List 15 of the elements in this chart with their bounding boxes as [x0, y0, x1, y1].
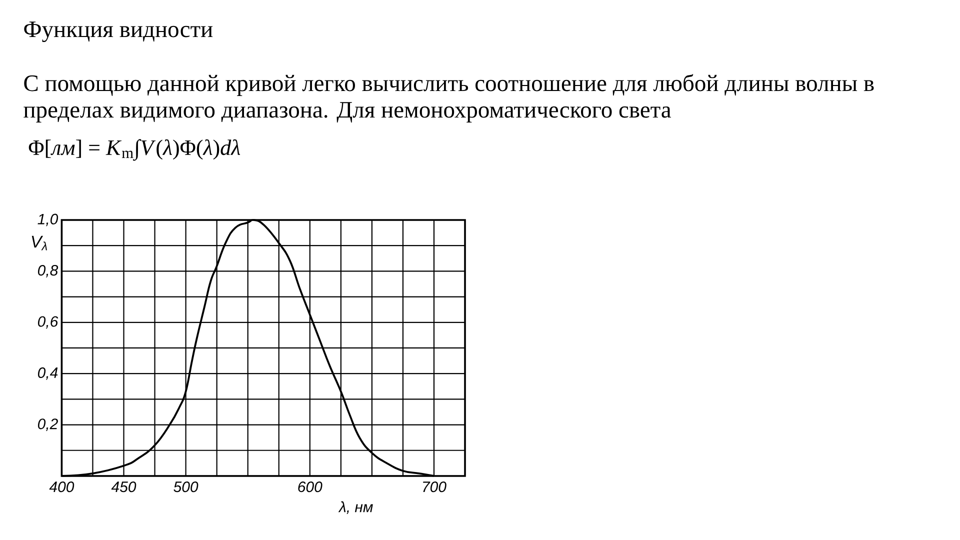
x-tick-label: 600 [298, 482, 322, 492]
x-tick-label: 500 [174, 482, 198, 492]
x-axis-title: λ, нм [338, 501, 373, 514]
chart-subtitle: С помощью данной кривой легко вычислить соотношение для любой длины волны в пределах видимого диапазона. Для немонохроматического света [24, 74, 874, 122]
y-tick-label: 0,8 [38, 264, 58, 278]
y-tick-label: 0,4 [38, 367, 58, 380]
text: Φ[лм] = K$_{m}$∫V(λ)Φ(λ)dλ [28, 139, 240, 161]
y-tick-label: 0,2 [38, 418, 58, 431]
y-tick-label: 0,6 [38, 316, 58, 329]
chart-title: Функция видности [24, 22, 213, 42]
x-tick-label: 400 [49, 482, 74, 492]
x-tick-label: 700 [423, 482, 446, 492]
y-axis-title: V$_{λ}$ [32, 236, 47, 250]
x-tick-label: 450 [111, 482, 136, 492]
y-tick-label: 1,0 [38, 214, 58, 226]
